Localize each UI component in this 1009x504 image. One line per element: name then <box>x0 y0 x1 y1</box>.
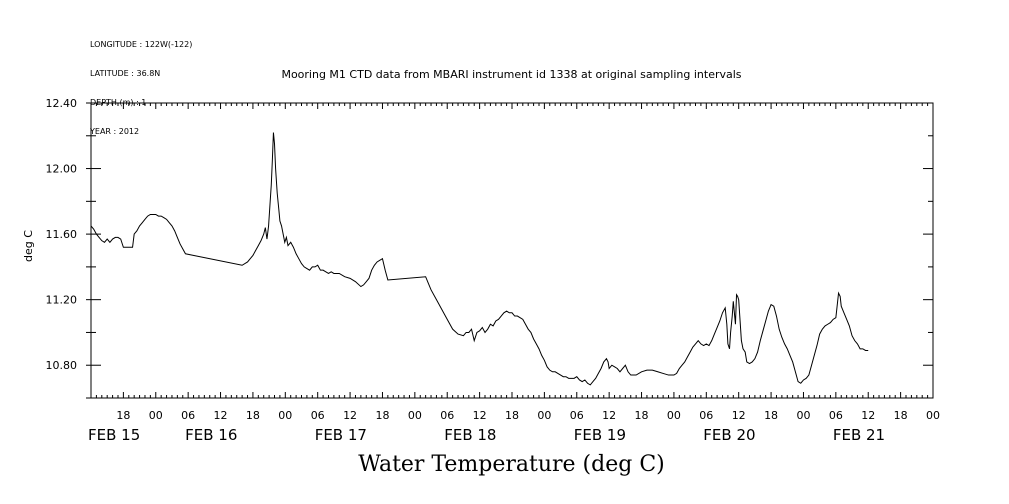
y-tick-label: 12.40 <box>46 97 78 110</box>
x-day-label: FEB 20 <box>703 426 755 444</box>
y-tick-label: 11.20 <box>46 294 78 307</box>
y-tick-labels: 12.40 12.00 11.60 11.20 10.80 <box>46 97 78 372</box>
x-hour-label: 18 <box>246 409 260 422</box>
x-day-label: FEB 18 <box>444 426 496 444</box>
x-hour-label: 12 <box>214 409 228 422</box>
temperature-series-line <box>90 132 869 386</box>
x-hour-label: 18 <box>375 409 389 422</box>
x-hour-label: 06 <box>181 409 195 422</box>
x-hour-label: 00 <box>796 409 810 422</box>
x-hour-label: 00 <box>926 409 940 422</box>
longitude-text: LONGITUDE : 122W(-122) <box>90 40 193 50</box>
x-hour-label: 12 <box>473 409 487 422</box>
x-hour-label: 12 <box>732 409 746 422</box>
x-hour-label: 18 <box>764 409 778 422</box>
x-hour-label: 00 <box>149 409 163 422</box>
x-day-label: FEB 15 <box>88 426 140 444</box>
x-hour-label: 00 <box>537 409 551 422</box>
x-hour-label: 00 <box>408 409 422 422</box>
x-hour-label: 06 <box>570 409 584 422</box>
x-hour-label: 12 <box>343 409 357 422</box>
x-hour-label: 18 <box>635 409 649 422</box>
x-day-label: FEB 17 <box>315 426 367 444</box>
axis-ticks <box>86 102 934 399</box>
x-day-label: FEB 21 <box>833 426 885 444</box>
x-axis-title: Water Temperature (deg C) <box>358 452 665 477</box>
x-hour-label: 12 <box>602 409 616 422</box>
metadata-block: LONGITUDE : 122W(-122) LATITUDE : 36.8N … <box>90 21 192 146</box>
x-hour-label: 00 <box>278 409 292 422</box>
x-day-label: FEB 19 <box>574 426 626 444</box>
x-hour-label: 18 <box>894 409 908 422</box>
chart-title: Mooring M1 CTD data from MBARI instrumen… <box>281 68 742 81</box>
x-tick-labels: 18 00 06 12 18 00 06 12 18 00 06 12 18 00 06 12 18 00 06 12… <box>88 409 940 444</box>
year-text: YEAR : 2012 <box>90 126 140 136</box>
x-hour-label: 06 <box>699 409 713 422</box>
x-hour-label: 06 <box>829 409 843 422</box>
x-hour-label: 12 <box>861 409 875 422</box>
x-day-label: FEB 16 <box>185 426 237 444</box>
x-hour-label: 18 <box>505 409 519 422</box>
y-tick-label: 11.60 <box>46 228 78 241</box>
plot-frame <box>90 102 934 399</box>
x-hour-label: 06 <box>440 409 454 422</box>
x-hour-label: 18 <box>116 409 130 422</box>
x-hour-label: 00 <box>667 409 681 422</box>
y-tick-label: 12.00 <box>46 163 78 176</box>
x-hour-label: 06 <box>311 409 325 422</box>
y-tick-label: 10.80 <box>46 359 78 372</box>
latitude-text: LATITUDE : 36.8N <box>90 68 161 78</box>
depth-text: DEPTH (m) : 1 <box>90 97 147 107</box>
